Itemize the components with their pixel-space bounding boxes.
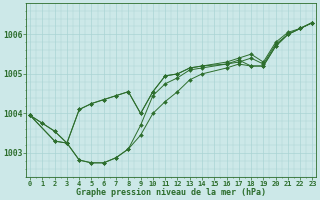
X-axis label: Graphe pression niveau de la mer (hPa): Graphe pression niveau de la mer (hPa) <box>76 188 266 197</box>
